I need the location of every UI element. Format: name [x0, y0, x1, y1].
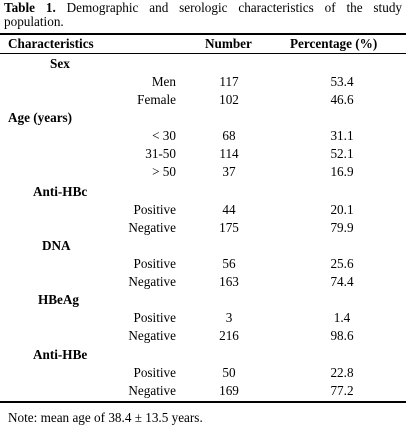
row-label: < 30 [152, 128, 176, 143]
row-percentage: 25.6 [330, 256, 354, 271]
row-number: 56 [222, 256, 236, 271]
row-percentage: 52.1 [330, 146, 354, 161]
row-percentage: 22.8 [330, 365, 354, 380]
row-label: Positive [133, 256, 177, 271]
top-rule [0, 33, 406, 35]
group-label: Sex [50, 56, 70, 71]
table-row: Positive 3 1.4 [0, 309, 406, 327]
row-label: > 50 [152, 164, 176, 179]
row-number: 114 [219, 146, 239, 161]
row-label: 31-50 [145, 146, 176, 161]
row-label: Men [151, 74, 176, 89]
group-label: Anti-HBe [33, 347, 88, 362]
table-row: Negative 175 79.9 [0, 219, 406, 237]
table-caption: Table 1. Demographic and serologic chara… [4, 1, 402, 29]
row-number: 117 [219, 74, 239, 89]
row-percentage: 53.4 [330, 74, 354, 89]
row-label: Positive [133, 310, 177, 325]
group-label: HBeAg [38, 292, 80, 307]
row-percentage: 31.1 [330, 128, 354, 143]
group-row-age: Age (years) [0, 109, 406, 127]
column-header-number: Number [205, 36, 252, 51]
table-row: Men 117 53.4 [0, 73, 406, 91]
row-percentage: 20.1 [330, 202, 354, 217]
row-percentage: 79.9 [330, 220, 354, 235]
row-number: 169 [219, 383, 239, 398]
table-row: Positive 50 22.8 [0, 364, 406, 382]
row-label: Positive [133, 365, 177, 380]
row-percentage: 77.2 [330, 383, 354, 398]
table-row: Negative 216 98.6 [0, 327, 406, 345]
group-row-sex: Sex [0, 55, 406, 73]
group-label: Age (years) [8, 110, 73, 125]
table-row: 31-50 114 52.1 [0, 145, 406, 163]
row-percentage: 16.9 [330, 164, 354, 179]
group-row-anti-hbc: Anti-HBc [0, 183, 406, 201]
table-row: Positive 44 20.1 [0, 201, 406, 219]
header-rule [0, 53, 406, 54]
row-percentage: 74.4 [330, 274, 354, 289]
column-header-characteristics: Characteristics [8, 36, 94, 51]
table-note: Note: mean age of 38.4 ± 13.5 years. [8, 410, 203, 425]
row-label: Negative [128, 328, 176, 343]
table-row: Negative 169 77.2 [0, 382, 406, 400]
group-label: DNA [42, 238, 71, 253]
row-number: 163 [219, 274, 239, 289]
row-label: Negative [128, 274, 176, 289]
row-label: Positive [133, 202, 177, 217]
table-row: < 30 68 31.1 [0, 127, 406, 145]
row-label: Female [137, 92, 176, 107]
row-percentage: 98.6 [330, 328, 354, 343]
bottom-rule [0, 401, 406, 403]
row-number: 3 [225, 310, 233, 325]
group-label: Anti-HBc [33, 184, 88, 199]
table-row: Positive 56 25.6 [0, 255, 406, 273]
row-number: 44 [222, 202, 236, 217]
table-row: Negative 163 74.4 [0, 273, 406, 291]
column-header-percentage: Percentage (%) [290, 36, 378, 51]
row-number: 175 [219, 220, 239, 235]
row-number: 37 [222, 164, 236, 179]
table-row: > 50 37 16.9 [0, 163, 406, 181]
group-row-anti-hbe: Anti-HBe [0, 346, 406, 364]
row-number: 50 [222, 365, 236, 380]
row-number: 216 [219, 328, 239, 343]
row-number: 68 [222, 128, 236, 143]
table-row: Female 102 46.6 [0, 91, 406, 109]
row-label: Negative [128, 383, 176, 398]
row-number: 102 [219, 92, 239, 107]
row-percentage: 1.4 [333, 310, 351, 325]
group-row-hbeag: HBeAg [0, 291, 406, 309]
caption-label: Table 1. [4, 0, 56, 15]
row-label: Negative [128, 220, 176, 235]
row-percentage: 46.6 [330, 92, 354, 107]
group-row-dna: DNA [0, 237, 406, 255]
caption-text: Demographic and serologic characteristic… [4, 0, 403, 29]
